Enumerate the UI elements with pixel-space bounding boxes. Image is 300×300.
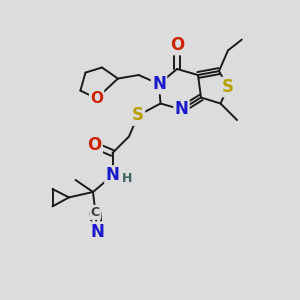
Text: N: N (152, 75, 166, 93)
Text: O: O (90, 91, 103, 106)
Text: N: N (175, 100, 188, 118)
Text: N: N (106, 167, 119, 184)
Text: O: O (170, 36, 184, 54)
Text: H: H (122, 172, 132, 185)
Text: C: C (91, 206, 100, 219)
Text: N: N (90, 223, 104, 241)
Text: O: O (87, 136, 102, 154)
Text: S: S (222, 78, 234, 96)
Text: S: S (132, 106, 144, 124)
